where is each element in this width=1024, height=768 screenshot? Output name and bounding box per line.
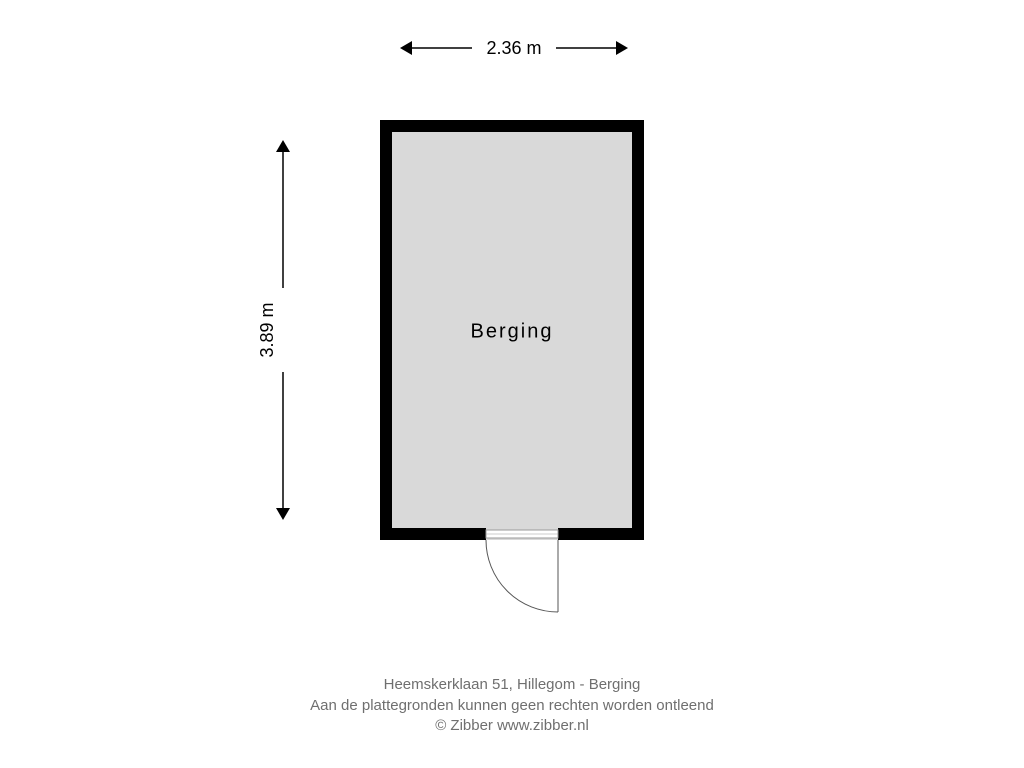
dim-width-label: 2.36 m (486, 38, 541, 58)
footer-block: Heemskerklaan 51, Hillegom - Berging Aan… (0, 675, 1024, 736)
room-label: Berging (471, 320, 554, 342)
footer-line-3: © Zibber www.zibber.nl (0, 716, 1024, 736)
dim-height-label: 3.89 m (257, 302, 277, 357)
footer-line-1: Heemskerklaan 51, Hillegom - Berging (0, 675, 1024, 695)
floorplan-stage: Berging 2.36 m 3.89 m Heemskerklaan 51, Hi… (0, 0, 1024, 768)
footer-line-2: Aan de plattegronden kunnen geen rechten… (0, 696, 1024, 716)
floorplan-svg: Berging 2.36 m 3.89 m (0, 0, 1024, 768)
